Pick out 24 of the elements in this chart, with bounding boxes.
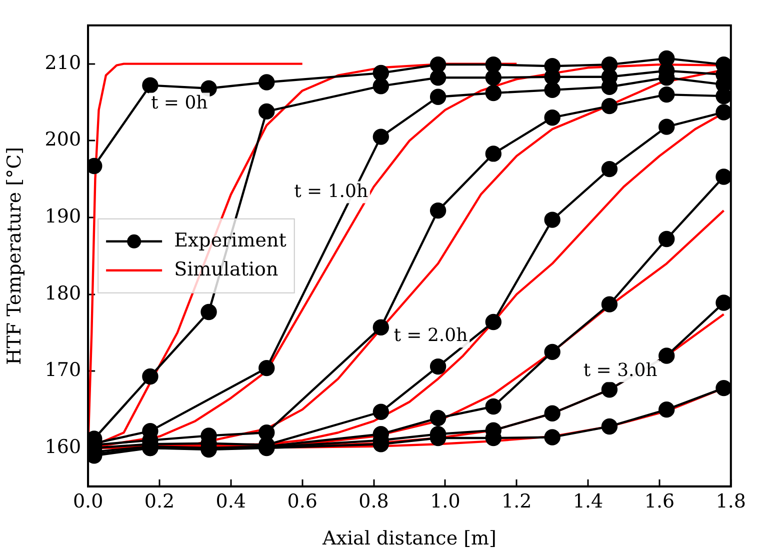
y-tick-label: 180 (44, 282, 82, 304)
annotation: t = 0h (150, 92, 208, 114)
y-tick-label: 160 (44, 436, 82, 458)
x-tick-label: 0.2 (144, 490, 175, 513)
x-tick-label: 0.4 (216, 490, 246, 513)
x-tick-label: 1.6 (644, 490, 675, 513)
y-tick-label: 210 (44, 52, 82, 74)
annotation: t = 1.0h (294, 180, 368, 202)
x-tick-label: 0.6 (287, 490, 318, 513)
x-axis-title: Axial distance [m] (322, 528, 496, 550)
x-tick-label: 1.0 (430, 490, 460, 513)
legend-label: Experiment (174, 229, 287, 252)
x-tick-label: 1.2 (502, 490, 532, 513)
x-tick-label: 0.0 (72, 490, 104, 513)
y-axis-title: HTF Temperature [°C] (3, 146, 26, 365)
y-tick-label: 190 (44, 205, 82, 228)
x-tick-label: 0.8 (358, 490, 389, 513)
x-tick-label: 1.8 (716, 490, 746, 513)
y-tick-label: 170 (44, 359, 82, 382)
annotation: t = 2.0h (394, 325, 468, 346)
x-tick-label: 1.4 (572, 490, 604, 513)
y-tick-label: 200 (44, 128, 82, 151)
annotation: t = 3.0h (583, 360, 658, 381)
legend-label: Simulation (174, 258, 278, 280)
